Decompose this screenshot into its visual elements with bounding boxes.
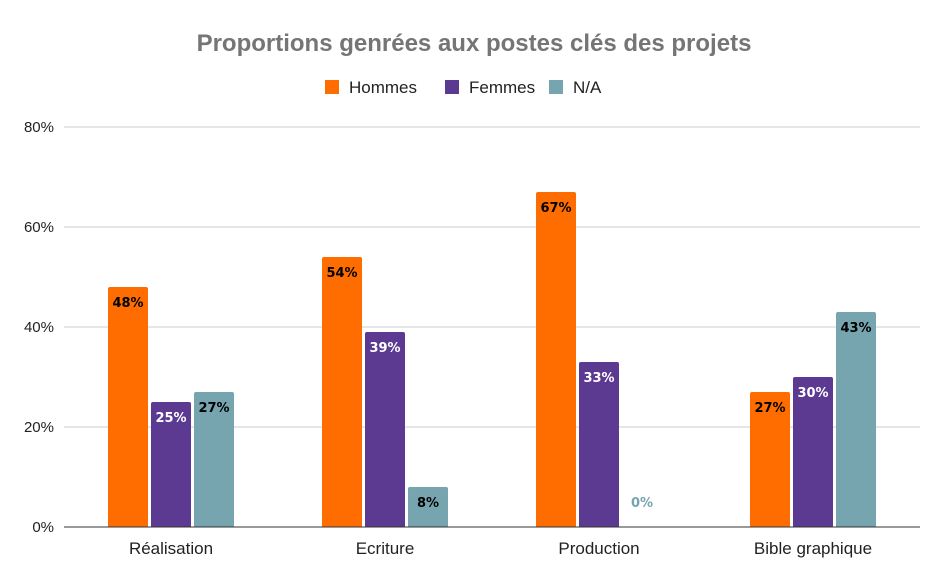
data-label: 67%: [540, 201, 571, 216]
legend-label: Femmes: [469, 78, 535, 97]
bar-hommes-0: [108, 287, 148, 527]
bar-femmes-0: [151, 402, 191, 527]
legend-label: Hommes: [349, 78, 417, 97]
y-tick-label: 40%: [24, 319, 54, 336]
data-label: 39%: [369, 341, 400, 356]
x-tick-label: Réalisation: [129, 539, 213, 558]
chart-title: Proportions genrées aux postes clés des …: [197, 30, 752, 57]
bars: [108, 192, 876, 527]
data-label: 25%: [155, 411, 186, 426]
data-label: 27%: [754, 401, 785, 416]
data-label: 30%: [797, 386, 828, 401]
legend-swatch: [325, 80, 339, 94]
y-axis: 0% 20% 40% 60% 80%: [24, 119, 54, 536]
data-label: 54%: [326, 266, 357, 281]
legend-label: N/A: [573, 78, 602, 97]
legend-swatch: [549, 80, 563, 94]
legend-item-n-a: N/A: [549, 78, 602, 97]
data-label: 43%: [840, 321, 871, 336]
x-tick-label: Ecriture: [356, 539, 415, 558]
y-tick-label: 60%: [24, 219, 54, 236]
data-labels: 48% 25% 27% 54% 39% 8% 67% 33% 0% 27% 30% 43%: [112, 201, 871, 511]
y-tick-label: 0%: [32, 519, 54, 536]
bar-n-a-1: [408, 487, 448, 527]
bar-n-a-0: [194, 392, 234, 527]
gridlines: [64, 126, 920, 428]
data-label: 48%: [112, 296, 143, 311]
bar-femmes-3: [793, 377, 833, 527]
bar-hommes-1: [322, 257, 362, 527]
bar-hommes-2: [536, 192, 576, 527]
legend-item-femmes: Femmes: [445, 78, 535, 97]
bar-hommes-3: [750, 392, 790, 527]
y-tick-label: 20%: [24, 419, 54, 436]
bar-femmes-1: [365, 332, 405, 527]
legend: Hommes Femmes N/A: [325, 78, 602, 97]
legend-swatch: [445, 80, 459, 94]
y-tick-label: 80%: [24, 119, 54, 136]
x-tick-label: Production: [558, 539, 639, 558]
x-axis: Réalisation Ecriture Production Bible graph…: [64, 526, 920, 558]
bar-femmes-2: [579, 362, 619, 527]
x-tick-label: Bible graphique: [754, 539, 872, 558]
legend-item-hommes: Hommes: [325, 78, 417, 97]
data-label: 8%: [417, 496, 439, 511]
data-label: 0%: [631, 496, 653, 511]
data-label: 33%: [583, 371, 614, 386]
bar-n-a-3: [836, 312, 876, 527]
data-label: 27%: [198, 401, 229, 416]
